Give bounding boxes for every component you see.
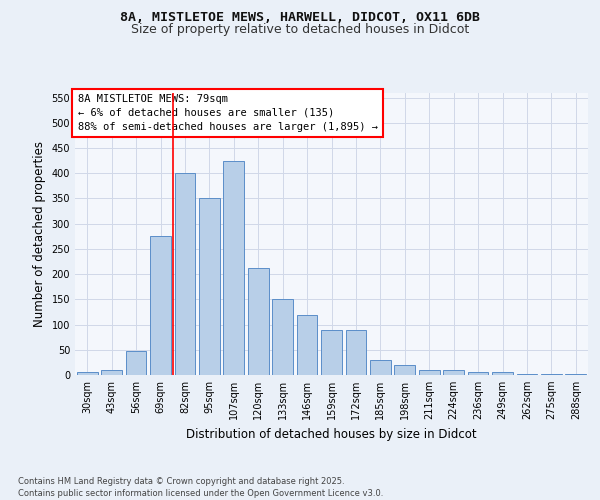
- Bar: [419, 370, 440, 375]
- Bar: [443, 370, 464, 375]
- Bar: [77, 372, 98, 375]
- Text: 8A, MISTLETOE MEWS, HARWELL, DIDCOT, OX11 6DB: 8A, MISTLETOE MEWS, HARWELL, DIDCOT, OX1…: [120, 11, 480, 24]
- Bar: [296, 316, 317, 375]
- Bar: [150, 236, 171, 375]
- Bar: [565, 374, 586, 375]
- Bar: [492, 372, 513, 375]
- Bar: [321, 330, 342, 375]
- Bar: [199, 198, 220, 375]
- Bar: [175, 173, 196, 375]
- Bar: [346, 330, 367, 375]
- Bar: [394, 365, 415, 375]
- Bar: [223, 160, 244, 375]
- Bar: [517, 374, 538, 375]
- Text: Contains HM Land Registry data © Crown copyright and database right 2025.
Contai: Contains HM Land Registry data © Crown c…: [18, 476, 383, 498]
- Text: 8A MISTLETOE MEWS: 79sqm
← 6% of detached houses are smaller (135)
88% of semi-d: 8A MISTLETOE MEWS: 79sqm ← 6% of detache…: [77, 94, 377, 132]
- Y-axis label: Number of detached properties: Number of detached properties: [33, 141, 46, 327]
- Bar: [272, 300, 293, 375]
- Bar: [101, 370, 122, 375]
- Text: Size of property relative to detached houses in Didcot: Size of property relative to detached ho…: [131, 22, 469, 36]
- Bar: [248, 268, 269, 375]
- Bar: [467, 372, 488, 375]
- Bar: [541, 374, 562, 375]
- Bar: [370, 360, 391, 375]
- Bar: [125, 351, 146, 375]
- X-axis label: Distribution of detached houses by size in Didcot: Distribution of detached houses by size …: [186, 428, 477, 440]
